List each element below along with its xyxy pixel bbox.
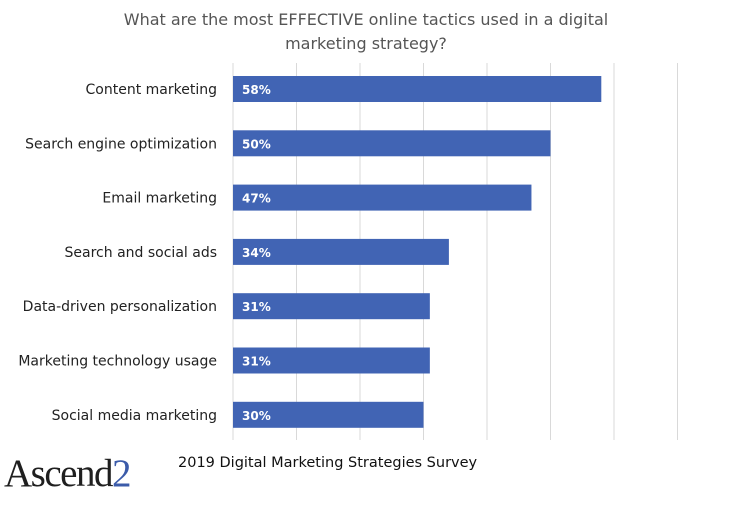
category-label: Data-driven personalization (23, 299, 217, 315)
data-label: 34% (242, 246, 271, 260)
category-label: Social media marketing (52, 408, 217, 424)
logo-text: Ascend (4, 452, 113, 495)
bar (233, 347, 430, 374)
logo-accent: 2 (111, 452, 132, 495)
category-label: Content marketing (86, 82, 217, 98)
data-label: 31% (242, 355, 271, 369)
bar (233, 293, 430, 320)
data-label: 50% (242, 137, 271, 151)
category-label: Marketing technology usage (18, 354, 217, 370)
data-label: 30% (242, 409, 271, 423)
category-label: Email marketing (102, 191, 217, 207)
ascend2-logo: Ascend2 (4, 452, 132, 496)
bar (233, 401, 424, 428)
data-label: 47% (242, 192, 271, 206)
category-label: Search and social ads (65, 245, 217, 261)
bar (233, 130, 551, 157)
bar-chart: Content marketing 58% Search engine optimi… (18, 63, 678, 440)
data-label: 58% (242, 83, 271, 97)
category-label: Search engine optimization (25, 136, 217, 152)
survey-caption: 2019 Digital Marketing Strategies Survey (178, 455, 478, 471)
chart-title: What are the most EFFECTIVE online tacti… (123, 10, 609, 53)
bar (233, 238, 449, 265)
bar (233, 76, 602, 102)
data-label: 31% (242, 300, 271, 314)
bar (233, 184, 532, 211)
